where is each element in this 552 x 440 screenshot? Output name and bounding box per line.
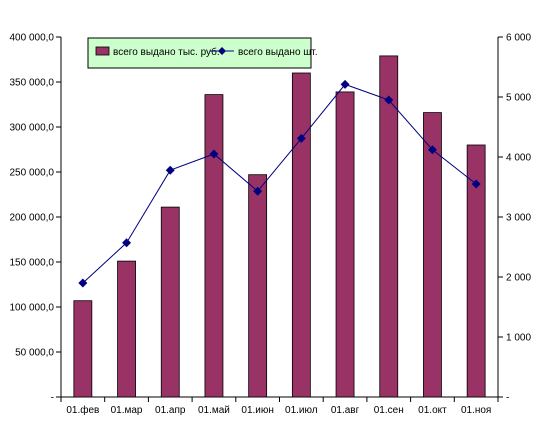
right-tick-label: - — [506, 393, 509, 404]
bar-01.авг — [335, 91, 355, 398]
bar-01.июн — [248, 174, 268, 398]
x-tick-label: 01.сен — [374, 405, 404, 416]
line-series-path — [82, 83, 477, 284]
left-tick-label: 200 000,0 — [10, 213, 55, 224]
bar-01.ноя — [466, 144, 486, 398]
legend-line-marker — [218, 47, 226, 55]
right-tick-label: 5 000 — [506, 93, 531, 104]
legend-bar-swatch — [95, 46, 110, 56]
x-tick-label: 01.июн — [241, 405, 274, 416]
left-tick-label: 350 000,0 — [10, 78, 55, 89]
right-tick-label: 2 000 — [506, 273, 531, 284]
line-point-01.авг — [340, 79, 350, 89]
left-tick-label: 150 000,0 — [10, 258, 55, 269]
left-tick-label: 50 000,0 — [15, 348, 54, 359]
x-tick-label: 01.окт — [418, 405, 447, 416]
bar-01.июл — [291, 72, 311, 398]
x-tick-label: 01.мар — [111, 405, 143, 416]
right-tick-label: 6 000 — [506, 33, 531, 44]
x-tick-label: 01.ноя — [461, 405, 491, 416]
x-tick-label: 01.авг — [331, 405, 360, 416]
legend-line-label: всего выдано шт. — [238, 47, 318, 58]
right-tick-label: 1 000 — [506, 333, 531, 344]
left-tick-label: 250 000,0 — [10, 168, 55, 179]
x-tick-label: 01.июл — [285, 405, 318, 416]
left-tick-label: 100 000,0 — [10, 303, 55, 314]
bar-01.май — [204, 94, 224, 398]
x-tick-label: 01.фев — [66, 404, 99, 416]
x-tick-label: 01.апр — [155, 405, 186, 416]
line-point-01.окт — [427, 145, 437, 155]
line-point-01.июн — [253, 186, 263, 196]
line-point-01.ноя — [471, 179, 481, 189]
line-point-01.сен — [384, 95, 394, 105]
left-tick-label: 400 000,0 — [10, 33, 55, 44]
line-point-01.апр — [165, 165, 175, 175]
line-point-01.мар — [122, 238, 132, 248]
x-tick-label: 01.май — [198, 405, 230, 416]
bar-01.фев — [73, 300, 93, 398]
left-tick-label: - — [51, 393, 54, 404]
right-tick-label: 4 000 — [506, 153, 531, 164]
legend-bar-label: всего выдано тыс. руб. — [113, 46, 220, 58]
bar-01.апр — [160, 206, 180, 398]
legend-box — [87, 37, 312, 69]
line-point-01.июл — [296, 133, 306, 143]
bar-01.сен — [379, 55, 399, 398]
line-point-01.фев — [78, 278, 88, 288]
line-point-01.май — [209, 149, 219, 159]
bar-01.окт — [423, 112, 442, 398]
right-tick-label: 3 000 — [506, 213, 531, 224]
bar-01.мар — [117, 260, 136, 398]
left-tick-label: 300 000,0 — [10, 123, 55, 134]
